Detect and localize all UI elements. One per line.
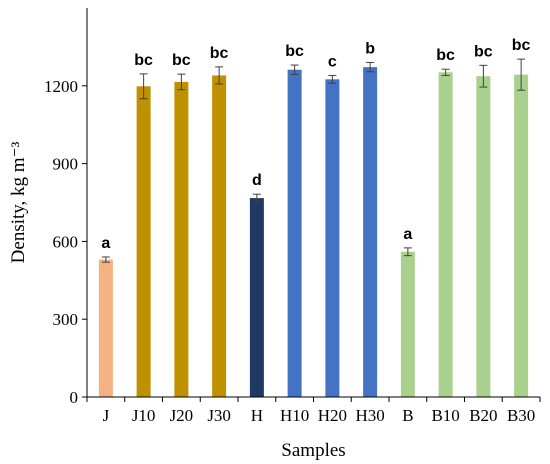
- significance-label-b30: bc: [512, 37, 531, 54]
- error-bar-b10: [441, 68, 450, 76]
- bar-b: [400, 251, 415, 397]
- error-bars-layer: [101, 58, 526, 263]
- error-bar-j10: [139, 73, 148, 100]
- error-bar-b: [403, 247, 412, 257]
- significance-label-j: a: [101, 235, 110, 252]
- significance-label-h: d: [252, 172, 262, 189]
- error-bar-j20: [177, 73, 186, 91]
- x-ticks: J J10 J20 J30 H H10 H20 H30 B B10 B20 B30: [86, 397, 541, 425]
- error-bar-h20: [328, 74, 337, 84]
- x-tick-label-h10: H10: [280, 406, 309, 425]
- bar-h20: [325, 79, 340, 398]
- bar-h10: [287, 69, 302, 397]
- x-tick-label-h30: H30: [355, 406, 384, 425]
- y-tick-label: 300: [53, 310, 79, 329]
- bar-h30: [363, 67, 378, 398]
- bars-layer: [98, 67, 529, 398]
- bar-j: [98, 259, 113, 397]
- error-bar-j30: [215, 66, 224, 85]
- bar-b20: [476, 76, 491, 398]
- x-tick-label-b30: B30: [507, 406, 535, 425]
- x-tick-label-h20: H20: [318, 406, 347, 425]
- bar-j30: [212, 75, 227, 397]
- x-axis-title: Samples: [281, 440, 345, 461]
- significance-label-b: a: [403, 226, 412, 243]
- error-bar-h30: [366, 61, 375, 73]
- bar-h: [249, 198, 264, 397]
- y-axis-title: Density, kg m⁻³: [8, 141, 29, 263]
- x-tick-label-b: B: [402, 406, 413, 425]
- bar-b10: [438, 72, 453, 397]
- bar-j20: [174, 81, 189, 397]
- x-tick-label-b10: B10: [431, 406, 459, 425]
- significance-label-j10: bc: [134, 52, 153, 69]
- error-bar-b20: [479, 64, 488, 88]
- y-tick-label: 600: [53, 232, 79, 251]
- x-tick-label-j10: J10: [132, 406, 156, 425]
- significance-label-j20: bc: [172, 52, 191, 69]
- significance-label-h30: b: [365, 40, 375, 57]
- bar-b30: [514, 74, 529, 397]
- significance-label-j30: bc: [210, 45, 229, 62]
- significance-label-h10: bc: [285, 43, 304, 60]
- significance-labels-layer: a bc bc bc d bc c b a bc bc bc: [101, 37, 530, 252]
- error-bar-b30: [517, 58, 526, 91]
- significance-label-b20: bc: [474, 43, 493, 60]
- significance-label-b10: bc: [436, 47, 455, 64]
- x-tick-label-h: H: [251, 406, 263, 425]
- error-bar-h: [252, 193, 261, 203]
- x-tick-label-b20: B20: [469, 406, 497, 425]
- x-tick-label-j20: J20: [170, 406, 194, 425]
- y-tick-label: 900: [53, 155, 79, 174]
- error-bar-j: [101, 256, 110, 263]
- x-tick-label-j30: J30: [207, 406, 231, 425]
- y-tick-label: 0: [70, 388, 79, 407]
- y-ticks: 0 300 600 900 1200: [44, 77, 87, 407]
- error-bar-h10: [290, 64, 299, 75]
- x-tick-label-j: J: [103, 406, 110, 425]
- y-tick-label: 1200: [44, 77, 78, 96]
- bar-j10: [136, 86, 151, 397]
- significance-label-h20: c: [328, 53, 337, 70]
